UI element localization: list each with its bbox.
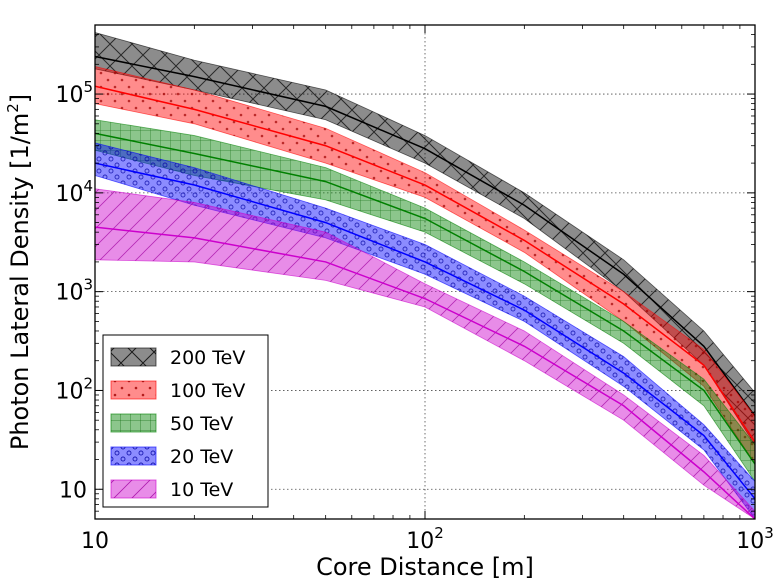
y-tick-exp: 2	[83, 374, 93, 392]
band-hatch-20-tev	[95, 142, 755, 519]
x-tick-label: 102	[406, 524, 444, 554]
x-tick-label: 10	[81, 529, 109, 554]
legend-swatch-hatch-200-tev	[111, 348, 156, 366]
y-tick-base: 10	[55, 281, 83, 306]
y-tick-label: 102	[55, 374, 93, 404]
x-tick-label: 103	[736, 524, 774, 554]
data-bands	[95, 32, 755, 519]
y-tick-base: 10	[55, 83, 83, 108]
x-tick-base: 10	[406, 529, 434, 554]
center-line-100-tev	[95, 85, 755, 443]
legend-swatch-hatch-50-tev	[111, 414, 156, 432]
y-tick-exp: 5	[83, 78, 93, 96]
y-axis-label-sup: 2	[4, 103, 22, 113]
y-axis-label-main: Photon Lateral Density [1/m	[6, 113, 34, 450]
legend-label-100-tev: 100 TeV	[170, 380, 245, 402]
band-hatch-100-tev	[95, 66, 755, 465]
x-tick-base: 10	[81, 529, 109, 554]
legend-swatch-hatch-10-tev	[111, 480, 156, 498]
y-tick-base: 10	[55, 182, 83, 207]
band-hatch-10-tev	[95, 188, 755, 519]
center-line-10-tev	[95, 226, 755, 519]
y-tick-label: 104	[55, 177, 93, 207]
center-line-50-tev	[95, 132, 755, 465]
center-line-200-tev	[95, 55, 755, 417]
y-tick-exp: 4	[83, 177, 93, 195]
legend-swatch-hatch-20-tev	[111, 447, 156, 465]
x-tick-base: 10	[736, 529, 764, 554]
y-axis-label: Photon Lateral Density [1/m2]	[4, 94, 34, 450]
y-tick-label: 10	[59, 478, 87, 503]
y-tick-base: 10	[59, 478, 87, 503]
y-axis-label-tail: ]	[6, 94, 34, 103]
band-hatch-200-tev	[95, 32, 755, 446]
legend-label-50-tev: 50 TeV	[170, 413, 233, 435]
x-axis-label: Core Distance [m]	[316, 553, 534, 581]
legend-label-10-tev: 10 TeV	[170, 479, 233, 501]
y-tick-base: 10	[55, 379, 83, 404]
legend-swatch-hatch-100-tev	[111, 381, 156, 399]
center-line-20-tev	[95, 162, 755, 500]
x-tick-exp: 2	[434, 524, 444, 542]
legend-label-20-tev: 20 TeV	[170, 446, 233, 468]
y-tick-label: 105	[55, 78, 93, 108]
band-hatch-50-tev	[95, 119, 755, 482]
legend: 200 TeV 100 TeV 50 TeV 20 TeV 10 TeV	[102, 334, 269, 508]
y-tick-exp: 3	[83, 276, 93, 294]
y-tick-label: 103	[55, 276, 93, 306]
x-tick-exp: 3	[764, 524, 774, 542]
legend-label-200-tev: 200 TeV	[170, 347, 245, 369]
